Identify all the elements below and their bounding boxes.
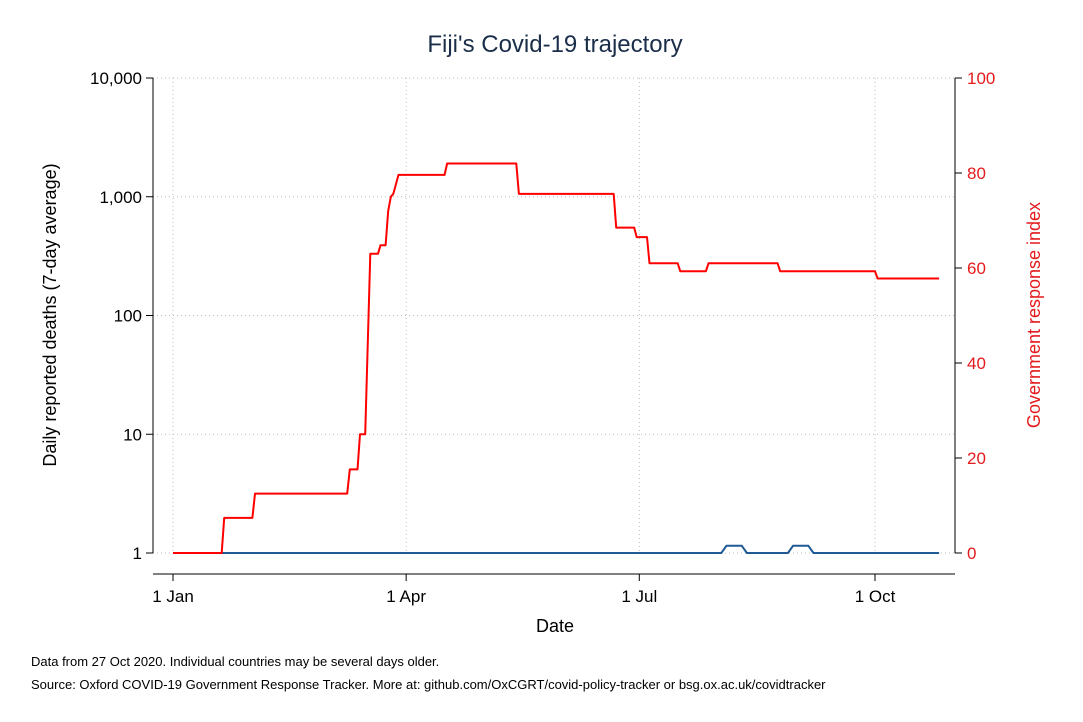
source-note: Source: Oxford COVID-19 Government Respo… (31, 677, 826, 692)
x-tick-label: 1 Jan (152, 587, 194, 606)
chart-title: Fiji's Covid-19 trajectory (427, 31, 682, 58)
y-left-tick-label: 10,000 (90, 69, 142, 88)
y-axis-right-label: Government response index (1024, 202, 1044, 428)
deaths-series-line (173, 544, 940, 554)
y-right-tick-label: 60 (967, 259, 986, 278)
x-tick-label: 1 Oct (855, 587, 896, 606)
y-left-tick-label: 1,000 (99, 188, 142, 207)
x-axis-label: Date (536, 616, 574, 636)
y-right-tick-label: 0 (967, 544, 976, 563)
series (173, 162, 940, 554)
y-axis-left-label: Daily reported deaths (7-day average) (40, 163, 60, 466)
y-left-tick-label: 1 (133, 544, 142, 563)
grid (153, 77, 955, 554)
response-index-series-line (173, 162, 940, 554)
y-left-tick-label: 10 (123, 425, 142, 444)
y-right-tick-label: 40 (967, 354, 986, 373)
y-left-tick-label: 100 (114, 307, 142, 326)
y-right-tick-label: 100 (967, 69, 995, 88)
x-tick-label: 1 Jul (621, 587, 657, 606)
axes: 1 10 100 1,000 10,000 0 20 40 60 80 100 1 Jan 1 Apr 1… (90, 69, 995, 606)
y-right-tick-label: 80 (967, 164, 986, 183)
x-tick-label: 1 Apr (386, 587, 426, 606)
data-note: Data from 27 Oct 2020. Individual countr… (31, 654, 440, 669)
y-right-tick-label: 20 (967, 449, 986, 468)
